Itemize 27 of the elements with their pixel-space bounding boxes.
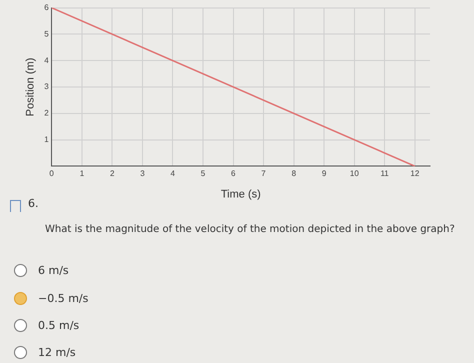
y-tick-label: 5 xyxy=(44,29,50,38)
text: 12 m/s xyxy=(38,346,76,359)
text: 0.5 m/s xyxy=(38,319,80,332)
x-tick-label: 1 xyxy=(80,169,85,178)
x-tick-label: 12 xyxy=(410,169,420,178)
x-tick-label: 2 xyxy=(110,169,115,178)
x-tick-label: 6 xyxy=(231,169,236,178)
y-tick-label: 1 xyxy=(44,135,50,144)
x-axis-title: Time (s) xyxy=(220,188,261,200)
y-axis-title: Position (m) xyxy=(24,58,37,116)
y-tick-label: 4 xyxy=(44,56,50,65)
text: What is the magnitude of the velocity of the motion depicted in the above graph? xyxy=(45,224,455,235)
text: −0.5 m/s xyxy=(38,292,88,305)
x-tick-label: 5 xyxy=(200,169,206,178)
y-tick-label: 3 xyxy=(44,82,50,92)
x-tick-label: 11 xyxy=(380,169,390,178)
x-tick-label: 4 xyxy=(170,169,176,178)
text: 6. xyxy=(28,197,38,210)
x-tick-label: 7 xyxy=(261,169,266,178)
y-tick-label: 2 xyxy=(44,108,50,118)
x-tick-label: 3 xyxy=(140,169,146,178)
x-tick-label: 0 xyxy=(49,169,54,178)
x-tick-label: 10 xyxy=(350,169,360,178)
x-tick-label: 9 xyxy=(322,169,327,178)
y-tick-label: 6 xyxy=(44,3,50,12)
x-tick-label: 8 xyxy=(292,169,297,178)
text: 6 m/s xyxy=(38,264,69,277)
